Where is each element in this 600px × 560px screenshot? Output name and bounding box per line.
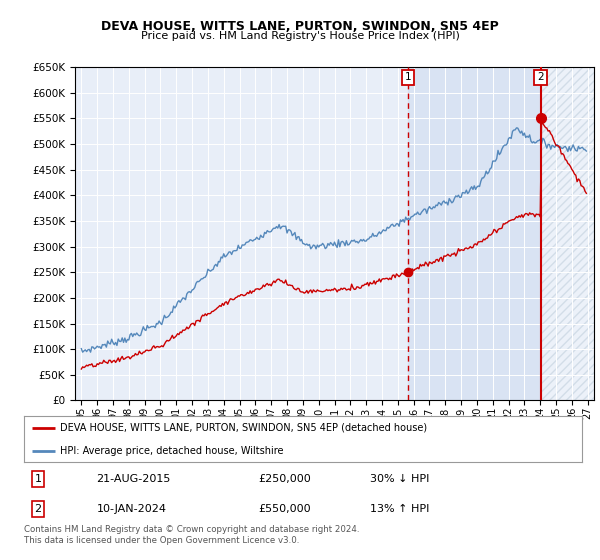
Bar xyxy=(541,67,594,400)
Text: 21-AUG-2015: 21-AUG-2015 xyxy=(97,474,171,484)
Text: 10-JAN-2024: 10-JAN-2024 xyxy=(97,504,167,514)
Bar xyxy=(541,67,594,400)
Bar xyxy=(408,67,541,400)
Text: 2: 2 xyxy=(34,504,41,514)
Text: HPI: Average price, detached house, Wiltshire: HPI: Average price, detached house, Wilt… xyxy=(60,446,284,455)
Text: 30% ↓ HPI: 30% ↓ HPI xyxy=(370,474,430,484)
Text: DEVA HOUSE, WITTS LANE, PURTON, SWINDON, SN5 4EP (detached house): DEVA HOUSE, WITTS LANE, PURTON, SWINDON,… xyxy=(60,423,427,432)
Text: 13% ↑ HPI: 13% ↑ HPI xyxy=(370,504,430,514)
Text: Price paid vs. HM Land Registry's House Price Index (HPI): Price paid vs. HM Land Registry's House … xyxy=(140,31,460,41)
Text: £550,000: £550,000 xyxy=(259,504,311,514)
Text: 2: 2 xyxy=(538,72,544,82)
Text: 1: 1 xyxy=(34,474,41,484)
Text: £250,000: £250,000 xyxy=(259,474,311,484)
Text: Contains HM Land Registry data © Crown copyright and database right 2024.
This d: Contains HM Land Registry data © Crown c… xyxy=(24,525,359,545)
Text: DEVA HOUSE, WITTS LANE, PURTON, SWINDON, SN5 4EP: DEVA HOUSE, WITTS LANE, PURTON, SWINDON,… xyxy=(101,20,499,32)
Text: 1: 1 xyxy=(404,72,411,82)
